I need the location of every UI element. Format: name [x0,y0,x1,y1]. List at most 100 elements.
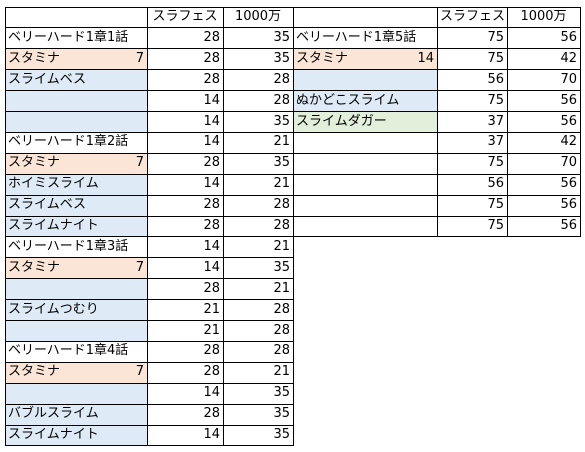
slafes-value[interactable]: 28 [203,406,220,422]
slafes-value[interactable]: 56 [487,176,504,192]
monster-name-2-3[interactable]: スライムナイト [8,218,99,233]
stage-title-1[interactable]: ベリーハード1章1話 [8,29,129,45]
grid-border-h [5,131,294,133]
monster-name-4-2[interactable]: スライムナイト [8,427,99,442]
stamina-label-5[interactable]: スタミナ [293,48,407,70]
slafes-value[interactable]: 28 [203,50,220,66]
value-10m[interactable]: 35 [273,113,290,129]
value-10m[interactable]: 28 [273,92,290,108]
monster-name-5-2[interactable]: スライムダガー [293,111,437,133]
slafes-value[interactable]: 28 [203,197,220,213]
grid-border-v [506,7,508,237]
stamina-value-5[interactable]: 14 [407,48,437,70]
slafes-value[interactable]: 14 [203,238,220,254]
slafes-value[interactable]: 28 [203,218,220,233]
monster-name-4-1[interactable]: バブルスライム [8,406,99,422]
value-10m[interactable]: 56 [560,29,577,45]
header-left-10m[interactable]: 1000万 [234,9,282,24]
value-10m[interactable]: 21 [273,280,290,296]
slafes-value[interactable]: 28 [203,155,220,171]
monster-name-2-1[interactable]: ホイミスライム [8,176,99,192]
slafes-value[interactable]: 75 [487,197,504,213]
stage-title-5[interactable]: ベリーハード1章5話 [296,29,417,45]
value-10m[interactable]: 56 [560,113,577,129]
value-10m[interactable]: 42 [560,134,577,150]
header-left-slafes[interactable]: スラフェス [152,9,218,24]
slafes-value[interactable]: 75 [487,218,504,233]
value-10m[interactable]: 35 [273,406,290,422]
grid-border-h [5,257,294,259]
stamina-label-2[interactable]: スタミナ [5,153,117,175]
value-10m[interactable]: 56 [560,92,577,108]
slafes-value[interactable]: 28 [203,280,220,296]
value-10m[interactable]: 35 [273,427,290,442]
value-10m[interactable]: 28 [273,71,290,87]
value-10m[interactable]: 35 [273,29,290,45]
value-10m[interactable]: 70 [560,71,577,87]
slafes-value[interactable]: 14 [203,259,220,275]
value-10m[interactable]: 28 [273,322,290,338]
slafes-value[interactable]: 75 [487,92,504,108]
stamina-label-3[interactable]: スタミナ [5,257,117,279]
grid-border-h [5,361,294,363]
slafes-value[interactable]: 14 [203,176,220,192]
stamina-label-4[interactable]: スタミナ [5,362,117,384]
grid-border-v [292,7,294,446]
value-10m[interactable]: 28 [273,218,290,233]
slafes-value[interactable]: 28 [203,343,220,359]
value-10m[interactable]: 21 [273,238,290,254]
slafes-value[interactable]: 14 [203,113,220,129]
slafes-value[interactable]: 14 [203,427,220,442]
value-10m[interactable]: 56 [560,197,577,213]
slafes-value[interactable]: 37 [487,134,504,150]
monster-name-5-1[interactable]: ぬかどこスライム [293,90,437,112]
monster-name-2-2[interactable]: スライムベス [8,197,87,213]
grid-border-v [4,7,6,446]
header-right-slafes[interactable]: スラフェス [440,9,506,24]
stamina-value-3[interactable]: 7 [117,257,147,279]
value-10m[interactable]: 21 [273,176,290,192]
grid-border-h [5,69,294,71]
slafes-value[interactable]: 56 [487,71,504,87]
grid-border-h [5,445,294,447]
slafes-value[interactable]: 75 [487,155,504,171]
value-10m[interactable]: 70 [560,155,577,171]
value-10m[interactable]: 35 [273,155,290,171]
slafes-value[interactable]: 14 [203,134,220,150]
value-10m[interactable]: 21 [273,364,290,380]
value-10m[interactable]: 21 [273,134,290,150]
header-right-10m[interactable]: 1000万 [520,9,567,24]
slafes-value[interactable]: 75 [487,50,504,66]
slafes-value[interactable]: 28 [203,71,220,87]
value-10m[interactable]: 28 [273,301,290,317]
stamina-value-1[interactable]: 7 [117,48,147,70]
stage-title-3[interactable]: ベリーハード1章3話 [8,238,129,254]
value-10m[interactable]: 56 [560,218,577,233]
slafes-value[interactable]: 37 [487,113,504,129]
monster-name-1-1[interactable]: スライムベス [8,71,87,87]
stage-title-2[interactable]: ベリーハード1章2話 [8,134,129,150]
slafes-value[interactable]: 28 [203,29,220,45]
stamina-value-2[interactable]: 7 [117,153,147,175]
grid-border-v [579,7,581,237]
stamina-label-1[interactable]: スタミナ [5,48,117,70]
value-10m[interactable]: 35 [273,259,290,275]
slafes-value[interactable]: 21 [203,301,220,317]
grid-border-h [5,215,294,217]
value-10m[interactable]: 35 [273,50,290,66]
slafes-value[interactable]: 75 [487,29,504,45]
slafes-value[interactable]: 14 [203,385,220,401]
slafes-value[interactable]: 21 [203,322,220,338]
grid-border-h [5,340,294,342]
value-10m[interactable]: 28 [273,343,290,359]
value-10m[interactable]: 42 [560,50,577,66]
stamina-value-4[interactable]: 7 [117,362,147,384]
slafes-value[interactable]: 14 [203,92,220,108]
value-10m[interactable]: 35 [273,385,290,401]
value-10m[interactable]: 56 [560,176,577,192]
stage-title-4[interactable]: ベリーハード1章4話 [8,343,129,359]
monster-name-3-1[interactable]: スライムつむり [8,301,99,317]
grid-border-h [5,424,294,426]
value-10m[interactable]: 28 [273,197,290,213]
slafes-value[interactable]: 28 [203,364,220,380]
